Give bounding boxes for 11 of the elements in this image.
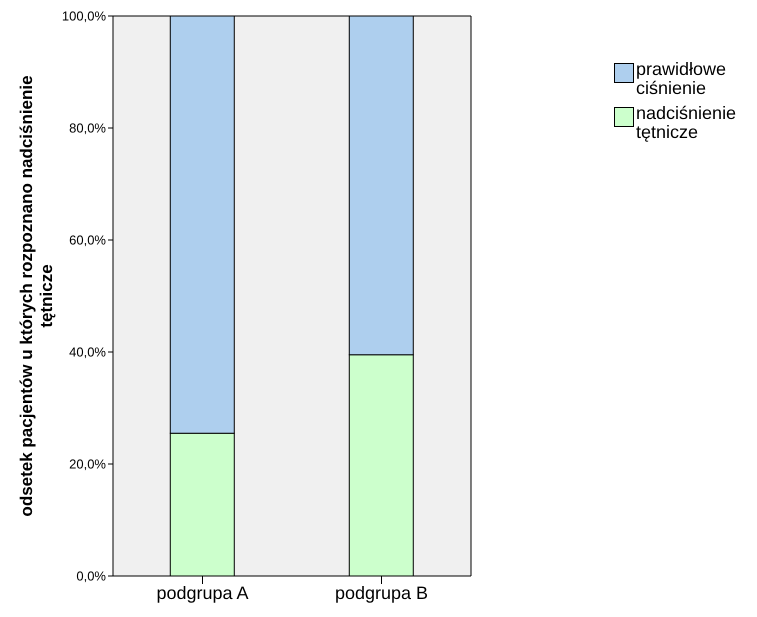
y-tick-label: 60,0% [69, 232, 106, 248]
legend-label: nadciśnienie tętnicze [636, 103, 738, 142]
legend-label: prawidłowe ciśnienie [636, 59, 728, 98]
x-tick-label: podgrupa A [156, 582, 249, 603]
y-tick-label: 0,0% [76, 568, 106, 584]
y-tick-label: 80,0% [69, 120, 106, 136]
y-tick-label: 40,0% [69, 344, 106, 360]
y-tick-label: 20,0% [69, 456, 106, 472]
x-tick-label: podgrupa B [334, 582, 428, 603]
y-tick-label: 100,0% [62, 8, 106, 24]
y-axis-title: odsetek pacjentów u których rozpoznano nadciśnienie tętnicze [17, 75, 56, 517]
